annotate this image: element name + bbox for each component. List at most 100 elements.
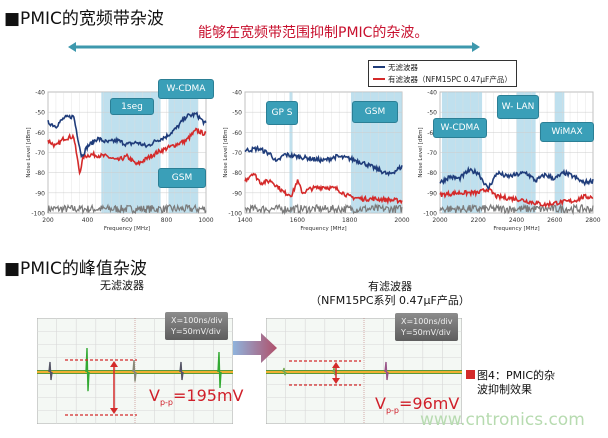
x-axis-label: Frequency [MHz] xyxy=(493,226,539,232)
section-title-wideband: ■PMIC的宽频带杂波 xyxy=(4,9,164,29)
caption-line1: 图4：PMIC的杂 xyxy=(477,369,556,382)
figure-caption: 图4：PMIC的杂 波抑制效果 xyxy=(466,369,555,397)
vpp-value: =96mV xyxy=(399,394,460,413)
watermark: www.cntronics.com xyxy=(420,410,585,430)
noise-spike xyxy=(217,351,222,389)
y-tick-label: -80 xyxy=(427,170,437,177)
noise-spike xyxy=(132,359,137,382)
y-axis-label: Noise Level [dBm] xyxy=(418,127,424,177)
vpp-arrowhead-up xyxy=(332,362,340,368)
vpp-arrowhead-down xyxy=(332,378,340,384)
y-tick-label: -100 xyxy=(423,211,437,218)
legend-swatch-blue xyxy=(373,66,385,68)
band-tag-gsm: GSM xyxy=(158,168,206,188)
vpp-left: Vp-p=195mV xyxy=(149,386,243,407)
x-tick-label: 1400 xyxy=(237,217,252,224)
vpp-right: Vp-p=96mV xyxy=(375,394,459,415)
series-line-noise-floor xyxy=(439,203,594,216)
y-tick-label: -90 xyxy=(35,190,45,197)
band-tag-gps: GP S xyxy=(266,101,298,125)
legend-label: 有滤波器（NFM15PC 0.47μF产品） xyxy=(388,74,512,84)
vpp-value: =195mV xyxy=(173,386,244,405)
band-tag-w-lan: W- LAN xyxy=(497,95,539,119)
y-tick-label: -50 xyxy=(35,110,45,117)
noise-spike xyxy=(48,361,53,381)
scope-left-label: 无滤波器 xyxy=(100,279,144,292)
y-tick-label: -70 xyxy=(427,150,437,157)
series-line-with-filter xyxy=(439,185,594,209)
vpp-arrowhead-down xyxy=(110,408,118,414)
caption-line2: 波抑制效果 xyxy=(477,383,532,396)
noise-spike xyxy=(282,367,287,376)
x-tick-label: 2800 xyxy=(585,217,600,224)
y-tick-label: -80 xyxy=(232,170,242,177)
scope-right-label: 有滤波器 xyxy=(368,280,412,293)
x-tick-label: 600 xyxy=(121,217,133,224)
series-line-no-filter xyxy=(244,144,403,177)
band-tag-1seg: 1seg xyxy=(110,98,154,115)
vpp-subscript: p-p xyxy=(385,406,399,416)
y-tick-label: -50 xyxy=(427,110,437,117)
legend-item-no-filter: 无滤波器 xyxy=(369,61,516,73)
y-tick-label: -90 xyxy=(427,190,437,197)
noise-spike xyxy=(384,361,389,381)
y-tick-label: -100 xyxy=(228,211,242,218)
legend-swatch-red xyxy=(373,78,385,80)
y-axis-label: Noise Level [dBm] xyxy=(26,127,32,177)
section-title-peak: ■PMIC的峰值杂波 xyxy=(4,259,147,279)
x-tick-label: 2000 xyxy=(394,217,409,224)
x-tick-label: 2200 xyxy=(471,217,486,224)
x-tick-label: 400 xyxy=(82,217,94,224)
caption-bullet xyxy=(466,370,475,379)
right-arrow-icon xyxy=(233,333,277,363)
vpp-symbol: V xyxy=(375,394,386,413)
noise-spike xyxy=(179,361,184,381)
x-axis-label: Frequency [MHz] xyxy=(104,226,150,232)
y-tick-label: -50 xyxy=(232,110,242,117)
legend-item-with-filter: 有滤波器（NFM15PC 0.47μF产品） xyxy=(369,73,516,85)
band-tag-wimax: WiMAX xyxy=(540,122,594,142)
x-axis-label: Frequency [MHz] xyxy=(300,226,346,232)
subtitle: 能够在宽频带范围抑制PMIC的杂波。 xyxy=(198,25,429,41)
x-tick-label: 2400 xyxy=(509,217,524,224)
series-line-no-filter xyxy=(439,165,594,191)
scope-right-sublabel: （NFM15PC系列 0.47μF产品） xyxy=(310,294,470,307)
x-tick-label: 1600 xyxy=(290,217,305,224)
x-scale: X=100ns/div xyxy=(401,317,453,326)
y-scale: Y=50mV/div xyxy=(171,327,221,336)
x-tick-label: 1800 xyxy=(342,217,357,224)
y-tick-label: -60 xyxy=(35,130,45,137)
x-scale: X=100ns/div xyxy=(171,316,223,325)
band-tag-w-cdma: W-CDMA xyxy=(158,79,214,99)
series-line-noise-floor xyxy=(47,203,207,215)
x-tick-label: 200 xyxy=(42,217,54,224)
y-tick-label: -100 xyxy=(31,211,45,218)
y-tick-label: -70 xyxy=(35,150,45,157)
y-tick-label: -40 xyxy=(427,90,437,97)
x-tick-label: 1000 xyxy=(198,217,213,224)
y-tick-label: -70 xyxy=(232,150,242,157)
vpp-subscript: p-p xyxy=(159,398,173,408)
series-line-with-filter xyxy=(244,172,403,206)
band-tag-w-cdma-2: W-CDMA xyxy=(433,118,487,138)
vpp-arrowhead-up xyxy=(110,361,118,367)
series-line-no-filter xyxy=(47,111,207,159)
series-line-with-filter xyxy=(47,127,207,176)
y-tick-label: -40 xyxy=(35,90,45,97)
legend-label: 无滤波器 xyxy=(388,62,418,72)
y-scale: Y=50mV/div xyxy=(401,328,451,337)
x-tick-label: 800 xyxy=(161,217,173,224)
legend: 无滤波器 有滤波器（NFM15PC 0.47μF产品） xyxy=(368,60,517,87)
y-tick-label: -60 xyxy=(427,130,437,137)
y-axis-label: Noise Level [dBm] xyxy=(223,127,229,177)
scope-right-scale-box: X=100ns/div Y=50mV/div xyxy=(395,313,459,341)
x-tick-label: 2000 xyxy=(432,217,447,224)
series-line-noise-floor xyxy=(244,203,403,216)
y-tick-label: -90 xyxy=(232,190,242,197)
y-tick-label: -40 xyxy=(232,90,242,97)
band-tag-gsm-2: GSM xyxy=(352,101,398,123)
vpp-symbol: V xyxy=(149,386,160,405)
y-tick-label: -60 xyxy=(232,130,242,137)
